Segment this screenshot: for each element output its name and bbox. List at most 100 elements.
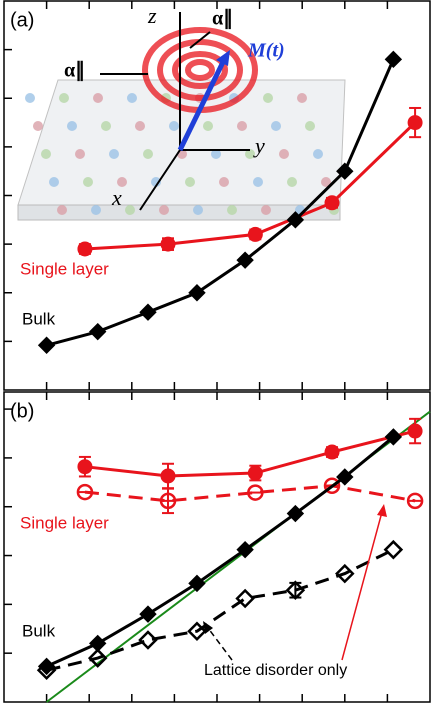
marker xyxy=(188,574,206,593)
marker xyxy=(187,621,207,641)
atom xyxy=(287,177,297,187)
panel-label: (a) xyxy=(10,9,34,31)
atom xyxy=(271,121,281,131)
panel-label: (b) xyxy=(10,400,34,422)
inset-label: y xyxy=(253,133,265,158)
marker xyxy=(159,492,177,510)
atom xyxy=(169,121,179,131)
atom xyxy=(91,205,101,215)
atom xyxy=(219,177,229,187)
marker xyxy=(336,162,354,180)
marker xyxy=(236,540,254,559)
inset-label: α∥ xyxy=(64,60,85,82)
atom xyxy=(159,205,169,215)
series-label: Bulk xyxy=(22,309,56,328)
marker xyxy=(77,241,93,257)
marker xyxy=(87,648,108,668)
panel: (b) Single layer Bulk Lattice disorder only xyxy=(3,391,431,703)
alpha-arrow xyxy=(189,31,211,49)
atom xyxy=(211,149,221,159)
atom xyxy=(313,149,323,159)
atom xyxy=(49,177,59,187)
marker xyxy=(406,492,424,510)
atom xyxy=(109,149,119,159)
series-line xyxy=(84,484,416,503)
atom xyxy=(135,121,145,131)
atom xyxy=(117,177,127,187)
atom xyxy=(203,121,213,131)
marker xyxy=(89,322,107,341)
atom xyxy=(193,205,203,215)
atom xyxy=(25,93,35,103)
marker xyxy=(160,236,176,252)
atom xyxy=(41,149,51,159)
atom xyxy=(185,177,195,187)
marker xyxy=(383,539,404,560)
inset-label: α∥ xyxy=(212,8,233,30)
marker xyxy=(323,477,341,494)
marker xyxy=(335,563,355,584)
marker xyxy=(138,630,158,650)
atom xyxy=(253,177,263,187)
wave-ring xyxy=(157,39,243,101)
atom xyxy=(83,177,93,187)
annotation-arrow xyxy=(207,627,233,661)
marker xyxy=(286,504,305,523)
arrow-head xyxy=(377,504,387,517)
atom xyxy=(237,121,247,131)
marker xyxy=(236,251,254,269)
series-label: Single layer xyxy=(20,259,109,278)
marker xyxy=(336,468,354,486)
marker xyxy=(37,336,56,354)
atom xyxy=(127,93,137,103)
arrow-head xyxy=(203,621,213,634)
moment-head xyxy=(216,50,230,66)
atom xyxy=(59,93,69,103)
marker xyxy=(247,226,263,242)
series-label: Bulk xyxy=(22,621,56,640)
marker xyxy=(160,468,176,484)
atom xyxy=(321,177,331,187)
inset-label: M(t) xyxy=(247,40,285,62)
inset-label: z xyxy=(147,3,157,28)
marker xyxy=(247,484,264,501)
atom xyxy=(305,121,315,131)
inset-label: x xyxy=(111,185,122,210)
marker xyxy=(324,195,340,211)
axis-x xyxy=(139,149,181,211)
atom xyxy=(245,149,255,159)
atom xyxy=(261,205,271,215)
wave-ring xyxy=(172,51,228,89)
marker xyxy=(384,50,403,69)
atom xyxy=(297,93,307,103)
inset: z y x α∥ α∥ M(t) xyxy=(17,3,346,221)
atom xyxy=(279,149,289,159)
marker xyxy=(235,588,255,609)
series-line xyxy=(45,435,395,668)
marker xyxy=(407,115,423,131)
atom xyxy=(263,93,273,103)
atom xyxy=(143,149,153,159)
series-line xyxy=(46,58,395,347)
moment-arrow xyxy=(177,56,228,152)
marker xyxy=(286,211,305,229)
wave-ring xyxy=(185,59,215,81)
marker xyxy=(76,483,94,501)
atom xyxy=(227,205,237,215)
marker xyxy=(324,444,340,460)
annotation: Lattice disorder only xyxy=(204,662,347,679)
atom xyxy=(67,121,77,131)
marker xyxy=(407,423,423,439)
series-line xyxy=(46,548,395,672)
atom xyxy=(151,177,161,187)
marker xyxy=(77,459,93,475)
atom xyxy=(101,121,111,131)
atom xyxy=(33,121,43,131)
atom xyxy=(75,149,85,159)
atom xyxy=(57,205,67,215)
series-label: Single layer xyxy=(20,513,109,532)
panel: (a) z y x α∥ α∥ M(t) Single layer Bulk xyxy=(3,0,431,391)
marker xyxy=(188,284,206,302)
marker xyxy=(285,580,306,600)
